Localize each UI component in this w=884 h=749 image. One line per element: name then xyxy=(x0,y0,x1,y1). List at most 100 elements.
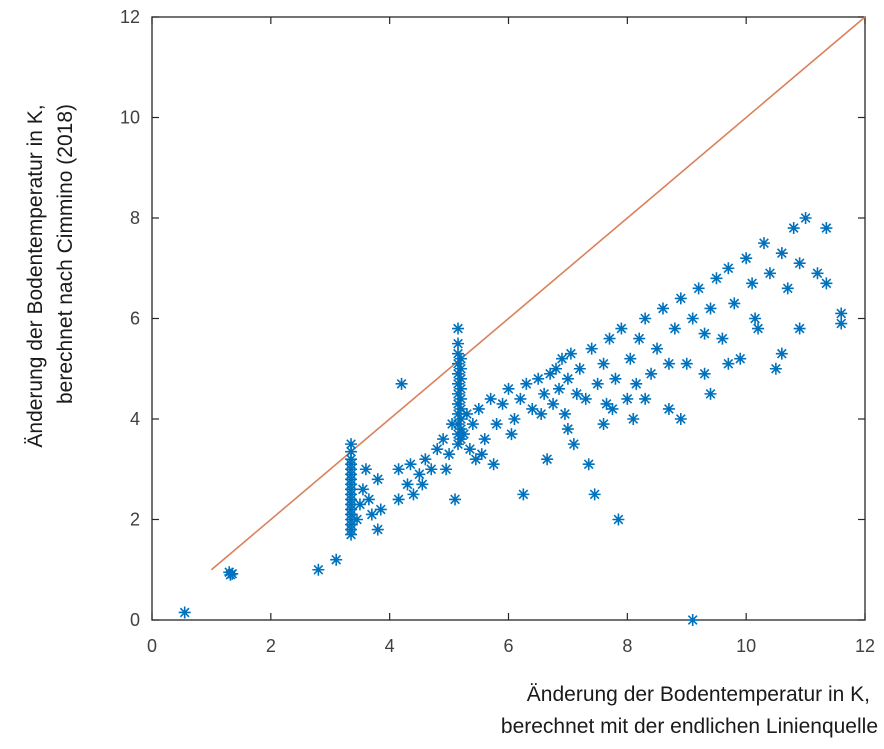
data-point xyxy=(350,513,363,526)
data-point xyxy=(763,267,776,280)
data-point xyxy=(716,332,729,345)
y-axis-title-line-1: Änderung der Bodentemperatur in K, xyxy=(24,104,47,447)
data-point xyxy=(651,342,664,355)
data-point xyxy=(520,377,533,390)
data-point xyxy=(178,606,191,619)
data-point xyxy=(561,423,574,436)
data-point xyxy=(674,292,687,305)
x-tick-label: 4 xyxy=(385,636,395,656)
data-point xyxy=(457,428,470,441)
x-tick-labels: 0 2 4 6 8 10 12 xyxy=(147,636,875,656)
data-point xyxy=(752,322,765,335)
data-point xyxy=(668,322,681,335)
data-point xyxy=(656,302,669,315)
data-point xyxy=(547,397,560,410)
data-point xyxy=(508,413,521,425)
data-point xyxy=(633,332,646,345)
y-tick-label: 12 xyxy=(120,7,140,27)
data-point xyxy=(600,397,613,410)
data-point xyxy=(454,362,467,375)
data-point xyxy=(413,468,426,481)
data-point xyxy=(591,377,604,390)
data-point xyxy=(555,352,568,365)
data-point xyxy=(561,372,574,385)
data-point xyxy=(362,493,375,506)
data-point xyxy=(353,498,366,511)
data-point xyxy=(588,488,601,501)
x-axis-title-line-2: berechnet mit der endlichen Linienquelle xyxy=(501,715,878,738)
data-point xyxy=(799,212,812,224)
data-point xyxy=(692,282,705,295)
data-point xyxy=(553,382,566,395)
data-point xyxy=(621,392,634,405)
data-point xyxy=(365,508,378,521)
data-point xyxy=(597,357,610,370)
data-point xyxy=(502,382,515,395)
data-point xyxy=(416,478,429,491)
data-point xyxy=(371,523,384,536)
data-point xyxy=(775,347,788,360)
x-tick-label: 10 xyxy=(736,636,756,656)
data-point xyxy=(680,357,693,370)
data-point xyxy=(573,362,586,375)
data-point xyxy=(532,372,545,385)
data-point xyxy=(401,478,414,491)
data-point xyxy=(835,317,848,330)
data-point xyxy=(437,433,450,446)
data-point xyxy=(451,347,464,360)
data-point xyxy=(449,493,462,506)
data-point xyxy=(454,372,467,385)
data-point xyxy=(541,453,554,466)
data-point xyxy=(466,418,479,431)
data-point xyxy=(757,237,770,250)
data-point xyxy=(567,438,580,451)
data-point xyxy=(544,367,557,380)
x-tick-label: 8 xyxy=(622,636,632,656)
data-point xyxy=(443,448,456,461)
data-point xyxy=(558,407,571,420)
data-point xyxy=(345,445,358,458)
data-point xyxy=(793,322,806,335)
data-point xyxy=(645,367,658,380)
data-point xyxy=(722,262,735,275)
data-point xyxy=(395,377,408,390)
data-point xyxy=(460,407,473,420)
data-point xyxy=(330,553,343,566)
data-point xyxy=(475,448,488,461)
data-point xyxy=(226,567,239,580)
data-point xyxy=(740,252,753,265)
data-point xyxy=(722,357,735,370)
data-point xyxy=(615,322,628,335)
data-point xyxy=(627,413,640,425)
y-tick-label: 0 xyxy=(130,610,140,630)
data-point xyxy=(454,433,467,446)
data-point xyxy=(392,493,405,506)
data-point xyxy=(728,297,741,310)
data-point xyxy=(564,347,577,360)
data-point xyxy=(639,392,652,405)
data-point xyxy=(469,453,482,466)
data-point xyxy=(345,453,358,466)
data-point xyxy=(451,357,464,370)
data-point xyxy=(454,423,467,436)
data-point xyxy=(698,327,711,340)
data-point xyxy=(451,407,464,420)
data-point xyxy=(374,503,387,516)
data-point xyxy=(371,473,384,486)
data-point xyxy=(781,282,794,295)
data-point xyxy=(579,392,592,405)
data-point xyxy=(612,513,625,526)
y-tick-labels: 0 2 4 6 8 10 12 xyxy=(120,7,140,630)
data-point xyxy=(517,488,530,501)
data-point xyxy=(454,392,467,405)
x-tick-label: 0 xyxy=(147,636,157,656)
data-point xyxy=(639,312,652,325)
y-tick-label: 10 xyxy=(120,108,140,128)
data-point xyxy=(769,362,782,375)
data-point xyxy=(538,387,551,400)
data-point xyxy=(514,392,527,405)
data-point xyxy=(710,272,723,285)
data-point xyxy=(686,312,699,325)
data-point xyxy=(359,463,372,476)
